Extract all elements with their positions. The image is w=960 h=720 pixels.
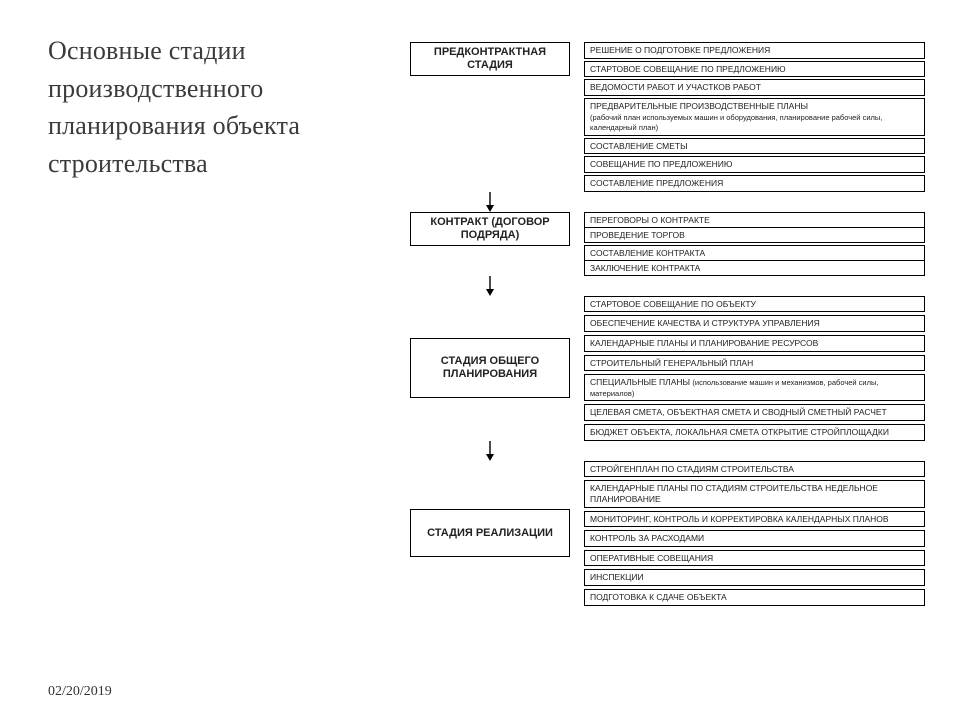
detail-item-combined: ПЕРЕГОВОРЫ О КОНТРАКТЕ ПРОВЕДЕНИЕ ТОРГОВ: [584, 212, 925, 243]
detail-text: СПЕЦИАЛЬНЫЕ ПЛАНЫ: [590, 377, 690, 387]
stage-box-precontract: ПРЕДКОНТРАКТНАЯ СТАДИЯ: [410, 42, 570, 76]
detail-col-4: СТРОЙГЕНПЛАН ПО СТАДИЯМ СТРОИТЕЛЬСТВА КА…: [584, 461, 925, 606]
detail-item: КОНТРОЛЬ ЗА РАСХОДАМИ: [584, 530, 925, 547]
detail-item: ОБЕСПЕЧЕНИЕ КАЧЕСТВА И СТРУКТУРА УПРАВЛЕ…: [584, 315, 925, 332]
detail-item: ИНСПЕКЦИИ: [584, 569, 925, 586]
detail-item: БЮДЖЕТ ОБЪЕКТА, ЛОКАЛЬНАЯ СМЕТА ОТКРЫТИЕ…: [584, 424, 925, 441]
flowchart: ПРЕДКОНТРАКТНАЯ СТАДИЯ РЕШЕНИЕ О ПОДГОТО…: [410, 42, 925, 606]
detail-col-1: РЕШЕНИЕ О ПОДГОТОВКЕ ПРЕДЛОЖЕНИЯ СТАРТОВ…: [584, 42, 925, 192]
detail-item: СТРОИТЕЛЬНЫЙ ГЕНЕРАЛЬНЫЙ ПЛАН: [584, 355, 925, 372]
detail-item: СОВЕЩАНИЕ ПО ПРЕДЛОЖЕНИЮ: [584, 156, 925, 173]
detail-item: СТАРТОВОЕ СОВЕЩАНИЕ ПО ПРЕДЛОЖЕНИЮ: [584, 61, 925, 78]
detail-line: ПРОВЕДЕНИЕ ТОРГОВ: [585, 228, 924, 242]
detail-text: ПРЕДВАРИТЕЛЬНЫЕ ПРОИЗВОДСТВЕННЫЕ ПЛАНЫ: [590, 101, 808, 111]
stage-row-2: КОНТРАКТ (ДОГОВОР ПОДРЯДА) ПЕРЕГОВОРЫ О …: [410, 212, 925, 276]
stage-box-contract: КОНТРАКТ (ДОГОВОР ПОДРЯДА): [410, 212, 570, 246]
detail-item: СОСТАВЛЕНИЕ ПРЕДЛОЖЕНИЯ: [584, 175, 925, 192]
detail-line: ПЕРЕГОВОРЫ О КОНТРАКТЕ: [585, 213, 924, 228]
detail-item: ВЕДОМОСТИ РАБОТ И УЧАСТКОВ РАБОТ: [584, 79, 925, 96]
detail-item: СОСТАВЛЕНИЕ СМЕТЫ: [584, 138, 925, 155]
detail-line: СОСТАВЛЕНИЕ КОНТРАКТА: [585, 246, 924, 261]
detail-item: КАЛЕНДАРНЫЕ ПЛАНЫ И ПЛАНИРОВАНИЕ РЕСУРСО…: [584, 335, 925, 352]
detail-item: МОНИТОРИНГ, КОНТРОЛЬ И КОРРЕКТИРОВКА КАЛ…: [584, 511, 925, 528]
stage-row-1: ПРЕДКОНТРАКТНАЯ СТАДИЯ РЕШЕНИЕ О ПОДГОТО…: [410, 42, 925, 192]
stage-row-3: СТАДИЯ ОБЩЕГО ПЛАНИРОВАНИЯ СТАРТОВОЕ СОВ…: [410, 296, 925, 441]
detail-item-combined: СОСТАВЛЕНИЕ КОНТРАКТА ЗАКЛЮЧЕНИЕ КОНТРАК…: [584, 245, 925, 276]
stage-box-realization: СТАДИЯ РЕАЛИЗАЦИИ: [410, 509, 570, 557]
arrow-down-3: [410, 441, 570, 461]
detail-col-2: ПЕРЕГОВОРЫ О КОНТРАКТЕ ПРОВЕДЕНИЕ ТОРГОВ…: [584, 212, 925, 276]
arrow-down-1: [410, 192, 570, 212]
detail-item: КАЛЕНДАРНЫЕ ПЛАНЫ ПО СТАДИЯМ СТРОИТЕЛЬСТ…: [584, 480, 925, 507]
detail-line: ЗАКЛЮЧЕНИЕ КОНТРАКТА: [585, 261, 924, 275]
date-label: 02/20/2019: [48, 684, 112, 700]
detail-item: ПРЕДВАРИТЕЛЬНЫЕ ПРОИЗВОДСТВЕННЫЕ ПЛАНЫ (…: [584, 98, 925, 136]
stage-box-planning: СТАДИЯ ОБЩЕГО ПЛАНИРОВАНИЯ: [410, 338, 570, 398]
detail-subtext: (рабочий план используемых машин и обору…: [590, 113, 882, 133]
slide: Основные стадии производственного планир…: [0, 0, 960, 720]
detail-item: ЦЕЛЕВАЯ СМЕТА, ОБЪЕКТНАЯ СМЕТА И СВОДНЫЙ…: [584, 404, 925, 421]
page-title: Основные стадии производственного планир…: [48, 32, 368, 183]
detail-col-3: СТАРТОВОЕ СОВЕЩАНИЕ ПО ОБЪЕКТУ ОБЕСПЕЧЕН…: [584, 296, 925, 441]
arrow-down-2: [410, 276, 570, 296]
detail-item: СТАРТОВОЕ СОВЕЩАНИЕ ПО ОБЪЕКТУ: [584, 296, 925, 313]
detail-item: ПОДГОТОВКА К СДАЧЕ ОБЪЕКТА: [584, 589, 925, 606]
detail-item: СПЕЦИАЛЬНЫЕ ПЛАНЫ (использование машин и…: [584, 374, 925, 401]
detail-item: РЕШЕНИЕ О ПОДГОТОВКЕ ПРЕДЛОЖЕНИЯ: [584, 42, 925, 59]
detail-item: ОПЕРАТИВНЫЕ СОВЕЩАНИЯ: [584, 550, 925, 567]
detail-item: СТРОЙГЕНПЛАН ПО СТАДИЯМ СТРОИТЕЛЬСТВА: [584, 461, 925, 478]
stage-row-4: СТАДИЯ РЕАЛИЗАЦИИ СТРОЙГЕНПЛАН ПО СТАДИЯ…: [410, 461, 925, 606]
